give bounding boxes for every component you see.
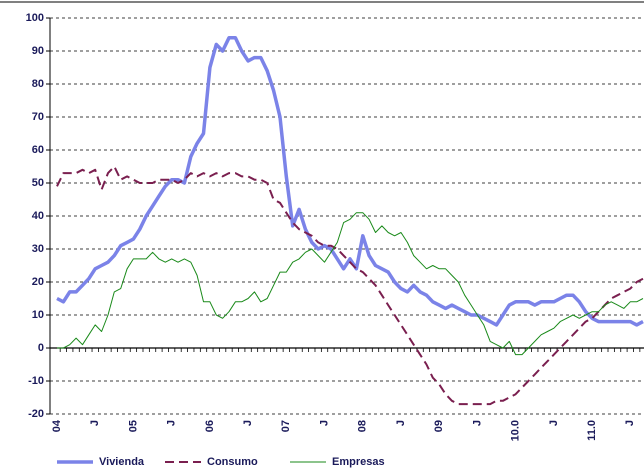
x-tick-label: 07 <box>280 420 292 432</box>
x-tick-label: J <box>548 420 560 426</box>
y-tick-label: 10 <box>32 309 44 321</box>
x-tick-label: 10.0 <box>510 420 522 441</box>
x-tick-label: 06 <box>204 420 216 432</box>
y-tick-label: 80 <box>32 78 44 90</box>
y-tick-label: 30 <box>32 243 44 255</box>
y-tick-label: -10 <box>28 375 44 387</box>
y-tick-label: 40 <box>32 210 44 222</box>
y-tick-label: 90 <box>32 45 44 57</box>
y-tick-label: 0 <box>38 342 44 354</box>
x-tick-label: J <box>89 420 101 426</box>
x-tick-label: J <box>624 420 636 426</box>
x-tick-label: J <box>471 420 483 426</box>
series-line <box>56 36 644 327</box>
legend-label: Vivienda <box>99 456 145 468</box>
y-tick-label: -20 <box>28 408 44 420</box>
y-tick-label: 20 <box>32 276 44 288</box>
x-tick-label: 11.0 <box>586 420 598 441</box>
x-tick-label: J <box>395 420 407 426</box>
y-tick-label: 100 <box>26 12 44 24</box>
x-tick-label: 08 <box>357 420 369 432</box>
legend-label: Empresas <box>332 456 385 468</box>
x-tick-label: J <box>318 420 330 426</box>
x-tick-label: 09 <box>433 420 445 432</box>
x-tick-label: 04 <box>51 419 63 432</box>
series-line <box>56 165 644 406</box>
y-tick-label: 50 <box>32 177 44 189</box>
y-tick-label: 70 <box>32 111 44 123</box>
y-tick-label: 60 <box>32 144 44 156</box>
x-tick-label: J <box>166 420 178 426</box>
series-line <box>57 212 644 356</box>
legend-label: Consumo <box>207 456 258 468</box>
x-tick-label: J <box>242 420 254 426</box>
x-tick-label: 05 <box>127 420 139 432</box>
